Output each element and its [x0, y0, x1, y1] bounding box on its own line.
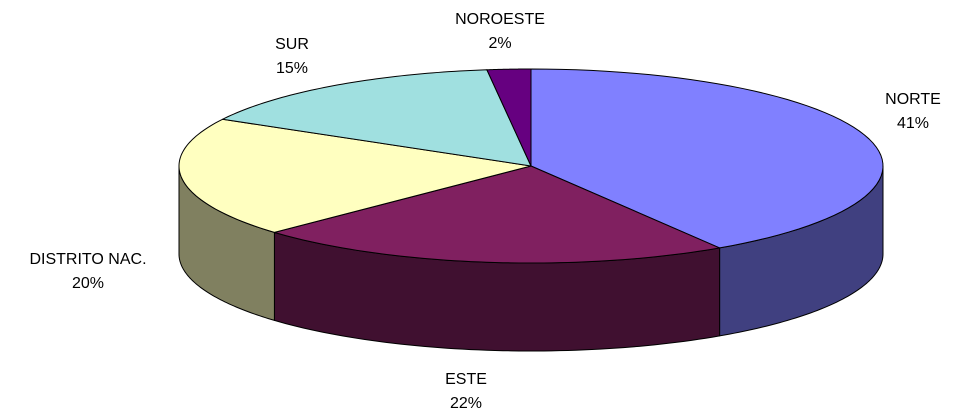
slice-value-label: 22%: [450, 395, 482, 412]
slice: [530, 68, 884, 249]
slice-label: ESTE: [445, 371, 487, 388]
slice: [486, 68, 532, 167]
slice: [273, 165, 721, 264]
slice-value-label: 20%: [72, 275, 104, 292]
slice-label: NORTE: [885, 91, 941, 108]
slice: [178, 118, 532, 233]
slice-value-label: 41%: [897, 115, 929, 132]
slice: [222, 69, 532, 167]
slice-label: SUR: [275, 36, 309, 53]
slice-label: NOROESTE: [455, 11, 545, 28]
slice-label: DISTRITO NAC.: [29, 251, 146, 268]
slice-value-label: 2%: [488, 35, 511, 52]
slice-value-label: 15%: [276, 60, 308, 77]
